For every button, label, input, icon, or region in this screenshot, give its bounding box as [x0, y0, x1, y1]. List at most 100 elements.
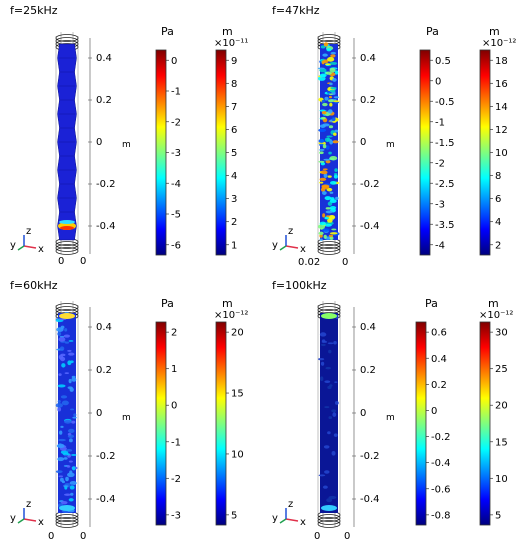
plot-panel-100khz: f=100kHz 0.4 0.2 0 -0.2 -0.4 0 0 z x y 0.6 0.4 0.2 0 -…	[262, 275, 524, 550]
displacement-tick-label: 3	[231, 194, 237, 205]
pressure-tick-label: 0	[171, 401, 177, 412]
pressure-tick-label: 1	[171, 364, 177, 375]
z-tick-label: -0.4	[360, 221, 380, 232]
panel-title: f=100kHz	[272, 279, 327, 292]
displacement-tick-label: 10	[231, 449, 244, 460]
z-tick-label: 0.2	[96, 365, 112, 376]
svg-text:y: y	[272, 513, 278, 524]
pressure-tick-label: -4	[435, 240, 445, 251]
displacement-unit-label: m	[222, 297, 233, 310]
displacement-tick-label: 20	[495, 401, 508, 412]
svg-text:x: x	[300, 517, 306, 528]
axis-triad: zx y	[10, 499, 44, 528]
svg-text:y: y	[10, 513, 16, 524]
plot-panel-60khz: f=60kHz 0.4 0.2 0 -0.2 -0.4 0 0 z x y 2 1 0 -1 -2 -3 20 1…	[0, 275, 262, 550]
z-tick-label: 0	[360, 408, 366, 419]
displacement-colorbar	[215, 49, 227, 256]
panel-title: f=47kHz	[272, 4, 320, 17]
plot-panel-47khz: f=47kHz 0.4 0.2 0 -0.2 -0.4 0.02 0 z x y 0.5 0 -0.5 -…	[262, 0, 524, 275]
displacement-colorbar	[479, 49, 491, 256]
pressure-tick-label: 0	[171, 56, 177, 67]
axis-triad: zx y	[272, 226, 306, 255]
pressure-tick-label: -0.6	[431, 484, 451, 495]
z-tick-label: 0.4	[360, 53, 376, 64]
z-tick-label: 0.2	[360, 95, 376, 106]
pressure-tick-label: -1	[171, 437, 181, 448]
displacement-colorbar	[215, 321, 227, 526]
pressure-tick-label: 0	[435, 76, 441, 87]
svg-text:z: z	[288, 226, 293, 237]
z-tick-label: 0	[96, 408, 102, 419]
displacement-tick-label: 8	[495, 171, 501, 182]
displacement-tick-label: 4	[231, 171, 237, 182]
cylinder-plot: 0.4 0.2 0 -0.2 -0.4 0 0 zx y 0.6 0.4 0.2 0 -0.2 -0.4 -0…	[272, 301, 508, 542]
displacement-tick-label: 2	[231, 217, 237, 228]
displacement-tick-label: 10	[495, 148, 508, 159]
cylinder-body	[317, 42, 340, 241]
pressure-tick-label: 0	[431, 406, 437, 417]
displacement-tick-label: 12	[495, 125, 508, 136]
z-tick-label: 0.4	[360, 322, 376, 333]
bottom-tick-label: 0	[344, 531, 350, 542]
z-tick-label: -0.4	[96, 221, 116, 232]
bottom-tick-label: 0	[80, 531, 86, 542]
bottom-tick-label: 0.02	[298, 257, 320, 268]
displacement-tick-label: 15	[495, 437, 508, 448]
displacement-unit-label: m	[489, 25, 500, 38]
pressure-tick-label: -1	[435, 117, 445, 128]
pressure-tick-label: -3	[435, 199, 445, 210]
pressure-colorbar	[155, 49, 167, 256]
displacement-tick-label: 4	[495, 217, 501, 228]
pressure-tick-label: -6	[171, 240, 181, 251]
cylinder-body	[318, 313, 339, 513]
z-tick-label: 0	[360, 137, 366, 148]
pressure-colorbar	[419, 49, 431, 256]
end-coils	[317, 34, 341, 255]
displacement-tick-label: 15	[231, 389, 244, 400]
pressure-colorbar	[415, 321, 427, 526]
displacement-tick-label: 5	[495, 510, 501, 521]
pressure-tick-label: -3	[171, 148, 181, 159]
displacement-tick-label: 20	[231, 328, 244, 339]
z-tick-label: 0.4	[96, 53, 112, 64]
z-tick-label: 0.4	[96, 322, 112, 333]
pressure-tick-label: -2	[435, 158, 445, 169]
pressure-colorbar	[155, 321, 167, 526]
svg-text:x: x	[38, 517, 44, 528]
z-tick-label: -0.4	[360, 494, 380, 505]
axis-triad: zx y	[10, 226, 44, 255]
z-tick-label: 0.2	[360, 365, 376, 376]
displacement-tick-label: 1	[231, 240, 237, 251]
pressure-tick-label: 0.2	[431, 380, 447, 391]
bottom-tick-label: 0	[48, 531, 54, 542]
pressure-tick-label: -0.2	[431, 432, 451, 443]
pressure-tick-label: -0.8	[431, 510, 451, 521]
displacement-exponent: ×10⁻¹²	[479, 310, 514, 321]
displacement-tick-label: 7	[231, 102, 237, 113]
plot-panel-25khz: f=25kHz 0.4 0.2 0 -0.2 -0.4 0 0 z x y 0 -1 -2 -3 -4 -5 -…	[0, 0, 262, 275]
pressure-tick-label: -1.5	[435, 138, 455, 149]
pressure-tick-label: -0.4	[431, 458, 451, 469]
pressure-tick-label: -2.5	[435, 179, 455, 190]
pressure-tick-label: -2	[171, 117, 181, 128]
panel-title: f=25kHz	[10, 4, 58, 17]
pressure-unit-label: Pa	[161, 25, 174, 38]
axis-unit: m	[386, 140, 395, 150]
z-tick-label: -0.2	[360, 451, 380, 462]
z-tick-label: -0.2	[96, 179, 116, 190]
z-tick-label: -0.4	[96, 494, 116, 505]
displacement-tick-label: 14	[495, 102, 508, 113]
displacement-tick-label: 30	[495, 328, 508, 339]
axis-triad: zx y	[272, 499, 306, 528]
cylinder-plot: 0.4 0.2 0 -0.2 -0.4 0.02 0 zx y 0.5 0 -0.5 -1 -1.5 -2 -…	[272, 32, 508, 268]
cylinder-body	[55, 311, 78, 514]
svg-text:y: y	[272, 240, 278, 251]
pressure-tick-label: -2	[171, 474, 181, 485]
end-coils	[55, 303, 79, 528]
bottom-tick-label: 0	[80, 256, 86, 267]
displacement-tick-label: 16	[495, 79, 508, 90]
svg-text:y: y	[10, 240, 16, 251]
z-tick-label: -0.2	[96, 451, 116, 462]
displacement-exponent: ×10⁻¹²	[214, 310, 249, 321]
